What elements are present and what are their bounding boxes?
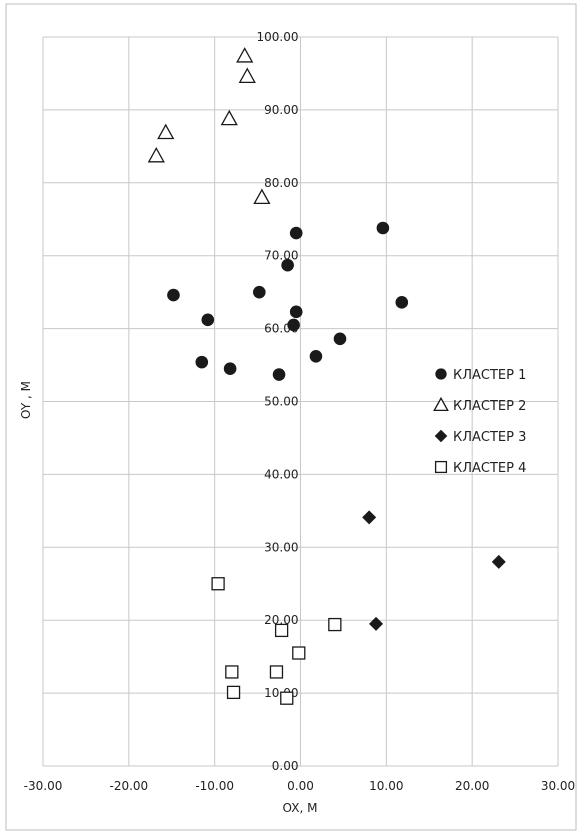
y-tick-label: 80.00 bbox=[264, 176, 298, 190]
data-point-cluster-2 bbox=[236, 47, 254, 63]
legend-marker-cluster-3 bbox=[434, 429, 448, 443]
legend-marker-cluster-4 bbox=[434, 460, 448, 474]
y-tick-label: 50.00 bbox=[264, 395, 298, 409]
y-tick-label: 0.00 bbox=[272, 759, 299, 773]
data-point-cluster-2 bbox=[157, 123, 175, 140]
data-point-cluster-4 bbox=[226, 685, 241, 700]
legend-label-cluster-2: КЛАСТЕР 2 bbox=[453, 399, 526, 414]
data-point-cluster-3 bbox=[362, 510, 377, 525]
legend-marker-cluster-2 bbox=[433, 396, 449, 412]
data-point-cluster-1 bbox=[167, 288, 180, 302]
y-tick-label: 100.00 bbox=[257, 30, 299, 44]
legend-label-cluster-4: КЛАСТЕР 4 bbox=[453, 461, 526, 476]
data-point-cluster-1 bbox=[376, 221, 390, 235]
y-tick-label: 90.00 bbox=[264, 103, 298, 117]
data-point-cluster-1 bbox=[287, 318, 300, 332]
data-point-cluster-2 bbox=[220, 109, 238, 126]
data-point-cluster-1 bbox=[272, 368, 286, 381]
data-point-cluster-1 bbox=[195, 355, 209, 369]
y-tick-label: 40.00 bbox=[264, 467, 298, 481]
data-point-cluster-4 bbox=[292, 646, 306, 660]
data-point-cluster-1 bbox=[309, 350, 323, 363]
y-axis-label: OY , M bbox=[19, 381, 33, 419]
y-tick-label: 20.00 bbox=[264, 613, 298, 627]
legend-label-cluster-1: КЛАСТЕР 1 bbox=[453, 368, 526, 383]
data-point-cluster-1 bbox=[289, 226, 303, 240]
data-point-cluster-4 bbox=[269, 665, 284, 679]
x-tick-label: 20.00 bbox=[455, 779, 489, 793]
y-tick-label: 30.00 bbox=[264, 540, 298, 554]
data-point-cluster-3 bbox=[491, 554, 506, 569]
data-point-cluster-1 bbox=[252, 285, 266, 299]
x-tick-label: 10.00 bbox=[369, 779, 403, 793]
data-point-cluster-1 bbox=[289, 305, 303, 319]
data-point-cluster-1 bbox=[333, 332, 347, 346]
data-point-cluster-1 bbox=[281, 258, 294, 272]
data-point-cluster-4 bbox=[280, 691, 294, 705]
legend-label-cluster-3: КЛАСТЕР 3 bbox=[453, 430, 526, 445]
x-tick-label: -20.00 bbox=[109, 779, 148, 793]
x-tick-label: 0.00 bbox=[287, 779, 314, 793]
x-tick-label: 30.00 bbox=[541, 779, 575, 793]
data-point-cluster-2 bbox=[147, 146, 165, 163]
x-axis-label: OX, M bbox=[283, 801, 318, 815]
data-point-cluster-4 bbox=[225, 665, 239, 679]
legend: КЛАСТЕР 1 КЛАСТЕР 2 КЛАСТЕР 3 КЛАСТЕР 4 bbox=[433, 368, 526, 476]
grid-lines bbox=[42, 36, 559, 767]
x-tick-label: -10.00 bbox=[195, 779, 234, 793]
data-point-cluster-1 bbox=[201, 313, 215, 327]
data-point-cluster-4 bbox=[328, 617, 342, 632]
data-point-cluster-1 bbox=[223, 362, 237, 375]
data-point-cluster-1 bbox=[395, 296, 409, 309]
data-points bbox=[147, 47, 506, 705]
y-tick-label: 70.00 bbox=[264, 249, 298, 263]
data-point-cluster-3 bbox=[369, 616, 384, 631]
data-point-cluster-4 bbox=[274, 623, 289, 638]
data-point-cluster-2 bbox=[238, 67, 256, 84]
data-point-cluster-2 bbox=[253, 188, 271, 205]
tick-labels: -30.00 -20.00 -10.00 0.00 10.00 20.00 30.00 0.0… bbox=[24, 30, 576, 793]
chart-frame bbox=[5, 3, 577, 831]
x-tick-label: -30.00 bbox=[24, 779, 63, 793]
data-point-cluster-4 bbox=[211, 577, 225, 591]
legend-marker-cluster-1 bbox=[435, 368, 447, 380]
